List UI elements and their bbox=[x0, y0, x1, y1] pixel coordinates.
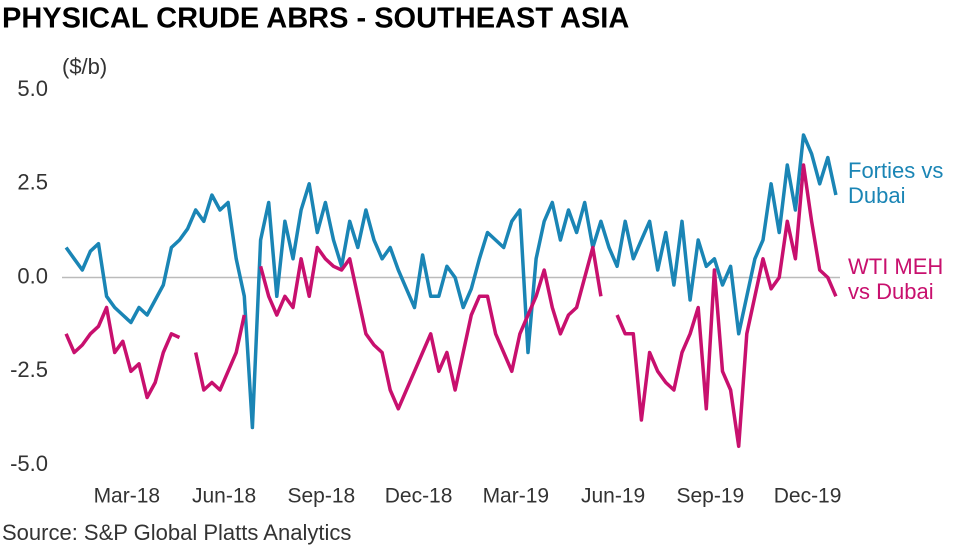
x-tick-label: Sep-19 bbox=[676, 485, 744, 508]
x-tick-label: Dec-19 bbox=[774, 485, 842, 508]
series-line bbox=[64, 305, 181, 400]
x-tick-label: Dec-18 bbox=[385, 485, 453, 508]
y-axis-label: ($/b) bbox=[62, 54, 107, 79]
x-tick-label: Mar-19 bbox=[483, 485, 550, 508]
series-label: WTI MEH vs Dubai bbox=[848, 254, 944, 304]
chart-title: PHYSICAL CRUDE ABRS - SOUTHEAST ASIA bbox=[2, 3, 629, 35]
y-tick-label: 5.0 bbox=[17, 76, 48, 101]
series-line bbox=[64, 133, 838, 430]
x-tick-label: Sep-18 bbox=[287, 485, 355, 508]
x-tick-label: Jun-19 bbox=[581, 485, 645, 508]
series-line bbox=[258, 245, 603, 411]
series-line bbox=[193, 314, 247, 392]
y-tick-label: 0.0 bbox=[17, 263, 48, 288]
y-tick-label: -5.0 bbox=[10, 451, 48, 476]
y-tick-label: -2.5 bbox=[10, 357, 48, 382]
x-tick-label: Mar-18 bbox=[94, 485, 161, 508]
source: Source: S&P Global Platts Analytics bbox=[2, 520, 351, 545]
series-label: Forties vs Dubai bbox=[848, 158, 944, 208]
series-line bbox=[615, 163, 838, 449]
y-tick-label: 2.5 bbox=[17, 170, 48, 195]
x-tick-label: Jun-18 bbox=[192, 485, 256, 508]
